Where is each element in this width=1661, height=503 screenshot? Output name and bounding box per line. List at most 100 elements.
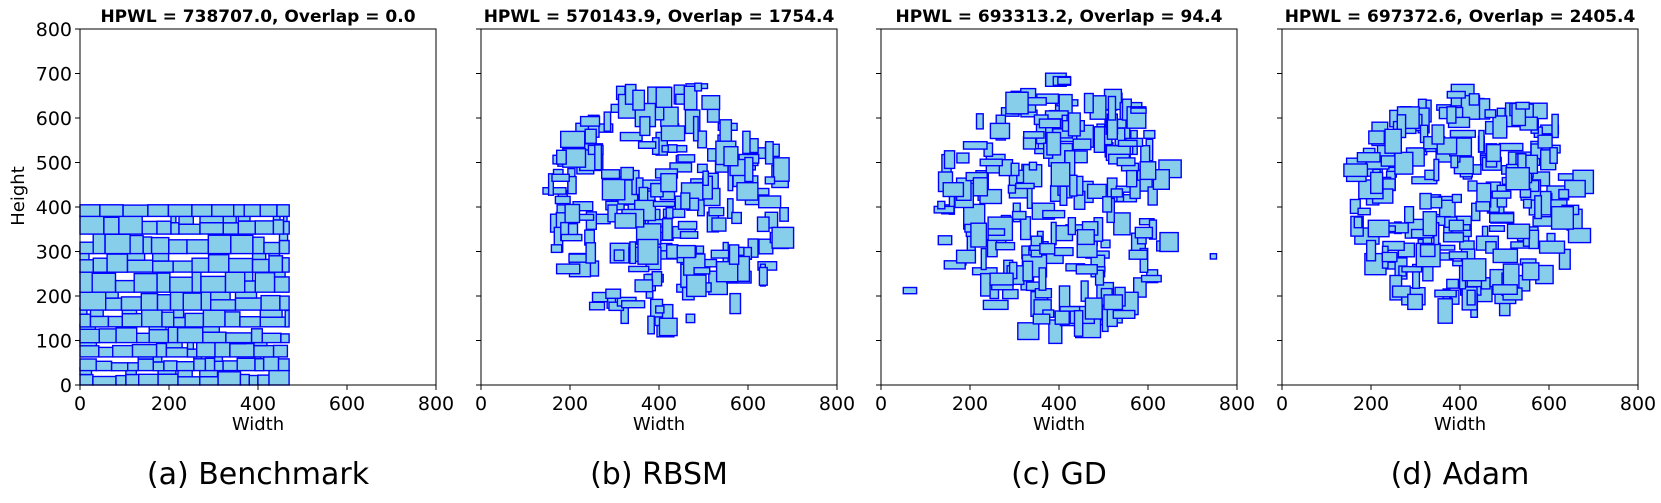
block [79, 291, 107, 311]
block [1522, 198, 1532, 209]
block [637, 140, 657, 149]
block [135, 332, 150, 344]
block [989, 122, 1011, 140]
block [962, 140, 988, 150]
block [114, 279, 135, 293]
block [1094, 269, 1105, 286]
block [547, 173, 554, 196]
block [118, 215, 143, 235]
block [1067, 216, 1077, 236]
block [1046, 131, 1062, 156]
block [161, 311, 175, 328]
block [1446, 90, 1466, 99]
block [239, 316, 262, 328]
y-tick-label: 0 [60, 375, 72, 397]
block [744, 156, 754, 183]
block [1050, 161, 1071, 187]
block [129, 234, 144, 255]
block [1113, 212, 1131, 236]
block [683, 85, 698, 111]
block [1125, 169, 1138, 188]
x-tick-label: 400 [1041, 393, 1077, 415]
block [756, 216, 770, 233]
block [697, 130, 708, 149]
block [209, 299, 237, 311]
block [211, 204, 235, 218]
block [284, 309, 290, 328]
block [772, 157, 790, 182]
block [99, 204, 124, 218]
block [619, 131, 643, 142]
block [634, 279, 654, 293]
block [140, 308, 163, 328]
block [1072, 138, 1092, 151]
block [1020, 216, 1032, 241]
block [92, 375, 117, 386]
block [564, 203, 581, 224]
block [106, 253, 129, 273]
block [742, 130, 751, 155]
block [736, 181, 759, 201]
block [1015, 182, 1035, 190]
block [167, 204, 193, 218]
block [987, 228, 1006, 236]
block [1434, 289, 1457, 298]
block [560, 130, 586, 149]
block [278, 239, 290, 255]
block [758, 266, 768, 286]
block [632, 89, 646, 111]
block [115, 327, 138, 344]
block [685, 313, 696, 324]
block [1466, 289, 1476, 306]
block [1549, 146, 1558, 164]
block [104, 297, 123, 311]
block [1448, 251, 1469, 260]
block [1002, 288, 1019, 300]
block [147, 204, 170, 218]
block [1059, 305, 1081, 312]
block [708, 206, 725, 217]
block [1028, 161, 1038, 171]
block [667, 144, 678, 154]
block [1007, 184, 1017, 194]
block [637, 238, 659, 265]
block [176, 361, 195, 372]
block [1038, 267, 1047, 291]
block [621, 300, 646, 309]
block [758, 195, 782, 209]
block [1422, 210, 1438, 237]
block [764, 140, 774, 165]
x-tick-label: 200 [1353, 393, 1389, 415]
block [1491, 190, 1512, 199]
block [937, 200, 946, 210]
block [133, 272, 158, 293]
block-group [79, 204, 290, 386]
block [163, 360, 178, 372]
block [79, 271, 93, 293]
block [214, 341, 231, 358]
y-tick-label: 500 [36, 153, 72, 175]
block [199, 221, 224, 235]
block [137, 358, 154, 372]
x-tick-label: 600 [730, 393, 766, 415]
block [1010, 162, 1020, 177]
panel-4: HPWL = 697372.6, Overlap = 2405.4 0 200 400… [1276, 7, 1656, 492]
block [647, 315, 656, 335]
block [268, 369, 290, 386]
block [555, 263, 581, 275]
panel-title: HPWL = 693313.2, Overlap = 94.4 [896, 7, 1223, 27]
block [943, 150, 956, 170]
y-tick-label: 100 [36, 331, 72, 353]
block [148, 328, 169, 344]
block [254, 358, 265, 372]
block [165, 347, 189, 358]
block [1086, 183, 1107, 199]
block [155, 342, 168, 358]
block [202, 331, 227, 344]
block [79, 241, 94, 255]
block [1369, 171, 1384, 195]
block [1069, 174, 1078, 197]
block [551, 173, 570, 183]
block [1558, 188, 1570, 200]
block [1110, 188, 1124, 198]
